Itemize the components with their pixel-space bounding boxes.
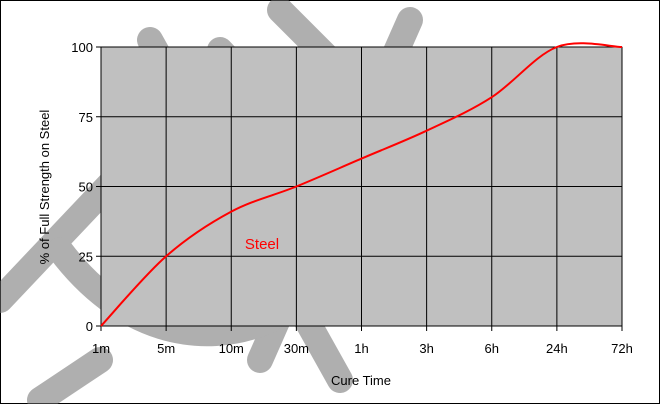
- x-axis: 1m 5m 10m 30m 1h 3h 6h 24h 72h: [92, 325, 633, 356]
- y-tick-label: 75: [79, 110, 93, 125]
- x-tick-label: 3h: [419, 341, 433, 356]
- x-tick-label: 72h: [611, 341, 633, 356]
- series-label-steel: Steel: [245, 236, 279, 253]
- y-tick-label: 25: [79, 249, 93, 264]
- x-tick-label: 1m: [92, 341, 110, 356]
- y-axis-title: % of Full Strength on Steel: [37, 110, 52, 265]
- x-tick-label: 24h: [546, 341, 568, 356]
- x-tick-label: 30m: [284, 341, 309, 356]
- series-group: Steel: [100, 42, 623, 327]
- y-axis: 0 25 50 75 100: [71, 40, 102, 334]
- y-tick-label: 100: [71, 40, 93, 55]
- y-tick-label: 0: [86, 319, 93, 334]
- x-tick-label: 5m: [157, 341, 175, 356]
- x-tick-label: 10m: [219, 341, 244, 356]
- x-tick-label: 1h: [354, 341, 368, 356]
- y-tick-label: 50: [79, 180, 93, 195]
- x-tick-label: 6h: [485, 341, 499, 356]
- x-axis-title: Cure Time: [331, 373, 391, 388]
